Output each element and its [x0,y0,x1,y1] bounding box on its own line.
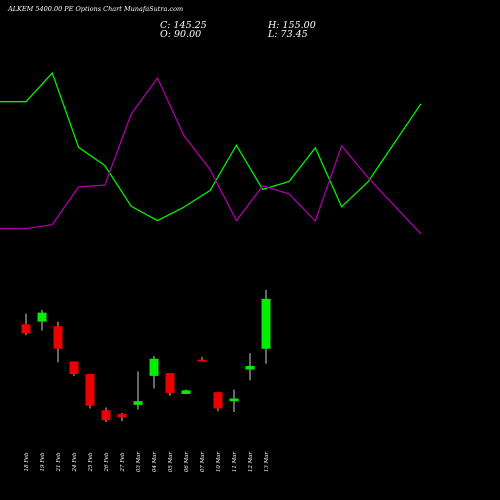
candle-body-down [101,410,111,421]
indicator-lines [0,71,422,235]
candle [133,371,143,410]
indicator-line-magenta [0,76,422,235]
candle [165,373,175,396]
high-value: H: 155.00 [268,20,316,31]
candle [85,374,95,409]
candle-body-up [245,365,255,370]
candle [21,313,31,336]
candle-body-up [133,401,143,405]
x-tick-label: 13 Mar [264,451,270,472]
candle [69,361,79,376]
x-tick-label: 19 Feb [40,452,46,472]
candle-body-up [261,298,271,349]
x-tick-label: 21 Feb [56,452,62,473]
close-value: C: 145.25 [160,20,207,31]
candle [245,353,255,381]
candle [197,356,207,362]
x-tick-label: 24 Feb [72,452,78,473]
candle-body-down [69,361,79,375]
candles [21,290,271,422]
candle-body-down [85,374,95,406]
candle [37,309,47,331]
candle-body-down [197,359,207,362]
candle [53,321,63,363]
x-tick-label: 26 Feb [104,452,110,473]
x-tick-label: 11 Mar [232,451,238,472]
indicator-line-green [0,71,422,222]
x-tick-label: 06 Mar [184,451,190,472]
x-tick-label: 10 Mar [216,451,222,472]
candle-body-up [37,312,47,322]
candle [181,389,191,394]
candle [261,290,271,364]
x-tick-label: 03 Mar [136,451,142,472]
low-value: L: 73.45 [268,29,308,40]
open-value: O: 90.00 [160,29,202,40]
chart-title: ALKEM 5400.00 PE Options Chart MunafaSut… [8,5,184,13]
candle-body-up [229,398,239,402]
candle [117,412,127,422]
x-tick-label: 27 Feb [120,452,126,473]
candle-body-down [165,373,175,394]
x-tick-label: 07 Mar [200,451,206,472]
x-tick-label: 25 Feb [88,452,94,473]
x-tick-label: 05 Mar [168,451,174,472]
candle [213,392,223,412]
candle-body-down [117,413,127,418]
x-tick-label: 12 Mar [248,451,254,472]
x-axis-labels: 18 Feb 19 Feb 21 Feb 24 Feb 25 Feb 26 Feb 27 F… [24,451,270,472]
candle-body-up [149,358,159,376]
x-tick-label: 04 Mar [152,451,158,472]
candle [229,389,239,413]
candle-body-down [21,324,31,334]
candle-body-down [213,392,223,409]
candle-body-down [53,326,63,349]
candle [101,407,111,422]
candle-body-up [181,390,191,394]
x-tick-label: 18 Feb [24,452,30,472]
candle [149,356,159,389]
